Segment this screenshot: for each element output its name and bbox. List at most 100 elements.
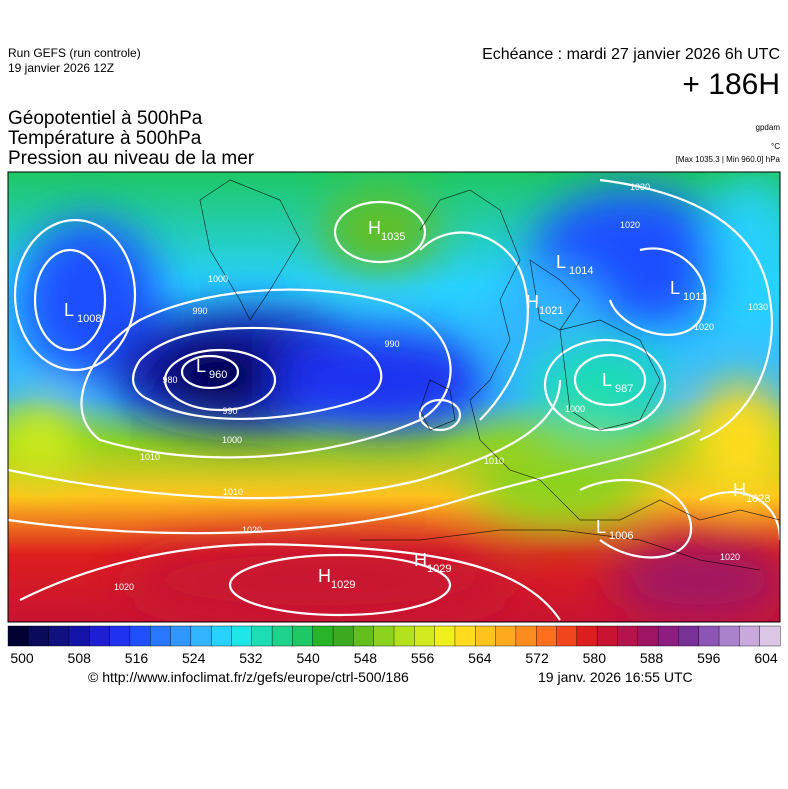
center-letter: H bbox=[526, 292, 539, 312]
isobar-label: 1020 bbox=[242, 525, 262, 535]
center-value: 1006 bbox=[609, 530, 633, 542]
isobar-label: 1020 bbox=[720, 552, 740, 562]
center-value: 1028 bbox=[746, 493, 770, 505]
run-date: 19 janvier 2026 12Z bbox=[8, 61, 115, 75]
colorbar-cell bbox=[434, 625, 456, 647]
colorbar-tick-label: 604 bbox=[754, 650, 778, 666]
center-value: 1035 bbox=[381, 231, 405, 243]
center-letter: L bbox=[556, 252, 566, 272]
center-letter: H bbox=[414, 550, 427, 570]
colorbar-cell bbox=[576, 625, 598, 647]
colorbar-cell bbox=[332, 625, 354, 647]
isobar-label: 1010 bbox=[484, 456, 504, 466]
center-letter: H bbox=[368, 218, 381, 238]
footer-url: © http://www.infoclimat.fr/z/gefs/europe… bbox=[88, 669, 409, 685]
center-letter: L bbox=[196, 356, 206, 376]
center-value: 1029 bbox=[427, 563, 451, 575]
map-field bbox=[8, 172, 780, 622]
isobar-label: 990 bbox=[222, 406, 237, 416]
unit-geo: gpdam bbox=[755, 123, 780, 132]
colorbar-cell bbox=[109, 625, 131, 647]
echeance: Echéance : mardi 27 janvier 2026 6h UTC bbox=[482, 46, 780, 63]
extremes: [Max 1035.3 | Min 960.0] hPa bbox=[675, 155, 780, 164]
colorbar-cell bbox=[718, 625, 740, 647]
colorbar-cell bbox=[28, 625, 50, 647]
colorbar-tick-label: 572 bbox=[525, 650, 549, 666]
colorbar-cell bbox=[271, 625, 293, 647]
center-value: 960 bbox=[209, 369, 227, 381]
colorbar-cell bbox=[596, 625, 618, 647]
center-value: 987 bbox=[615, 383, 633, 395]
center-value: 1029 bbox=[331, 579, 355, 591]
colorbar-cell bbox=[414, 625, 436, 647]
isobar-label: 1000 bbox=[222, 435, 242, 445]
colorbar-tick-label: 580 bbox=[583, 650, 607, 666]
isobar-label: 1030 bbox=[630, 182, 650, 192]
colorbar-cell bbox=[515, 625, 537, 647]
colorbar-cell bbox=[89, 625, 111, 647]
isobar-label: 1000 bbox=[565, 404, 585, 414]
colorbar-tick-label: 596 bbox=[697, 650, 721, 666]
colorbar-cell bbox=[698, 625, 720, 647]
colorbar-tick-label: 516 bbox=[125, 650, 149, 666]
colorbar-cell bbox=[393, 625, 415, 647]
isobar-label: 1000 bbox=[208, 274, 228, 284]
isobar-label: 1030 bbox=[748, 302, 768, 312]
center-letter: L bbox=[596, 517, 606, 537]
colorbar-tick-label: 524 bbox=[182, 650, 206, 666]
colorbar-cell bbox=[68, 625, 90, 647]
colorbar-cell bbox=[678, 625, 700, 647]
colorbar-cell bbox=[475, 625, 497, 647]
field-2: Température à 500hPa bbox=[8, 128, 202, 149]
colorbar-tick-label: 532 bbox=[239, 650, 263, 666]
center-value: 1008 bbox=[77, 313, 101, 325]
colorbar-tick-label: 556 bbox=[411, 650, 435, 666]
colorbar-cell bbox=[739, 625, 761, 647]
center-letter: L bbox=[670, 278, 680, 298]
isobar-label: 990 bbox=[192, 306, 207, 316]
colorbar-cell bbox=[536, 625, 558, 647]
colorbar-cell bbox=[617, 625, 639, 647]
colorbar-cell bbox=[48, 625, 70, 647]
colorbar-cell bbox=[495, 625, 517, 647]
center-value: 1014 bbox=[569, 265, 593, 277]
colorbar-cell bbox=[373, 625, 395, 647]
colorbar-tick-label: 564 bbox=[468, 650, 492, 666]
colorbar-cell bbox=[556, 625, 578, 647]
center-letter: L bbox=[64, 300, 74, 320]
colorbar-cell bbox=[759, 625, 781, 647]
colorbar-tick-label: 548 bbox=[354, 650, 378, 666]
center-letter: L bbox=[602, 370, 612, 390]
colorbar-cell bbox=[231, 625, 253, 647]
center-letter: H bbox=[318, 566, 331, 586]
colorbar-cell bbox=[353, 625, 375, 647]
center-value: 1011 bbox=[683, 291, 707, 303]
colorbar-cell bbox=[129, 625, 151, 647]
colorbar-tick-label: 508 bbox=[68, 650, 92, 666]
colorbar-tick-label: 588 bbox=[640, 650, 664, 666]
colorbar-cell bbox=[454, 625, 476, 647]
colorbar-cell bbox=[190, 625, 212, 647]
colorbar-cell bbox=[210, 625, 232, 647]
isobar-label: 980 bbox=[162, 375, 177, 385]
field-3: Pression au niveau de la mer bbox=[8, 148, 255, 169]
isobar-label: 1010 bbox=[140, 452, 160, 462]
lead-time: + 186H bbox=[682, 68, 780, 101]
colorbar-cell bbox=[312, 625, 334, 647]
colorbar-cell bbox=[657, 625, 679, 647]
center-value: 1021 bbox=[539, 305, 563, 317]
isobar-label: 1010 bbox=[223, 487, 243, 497]
colorbar-cell bbox=[251, 625, 273, 647]
footer-stamp: 19 janv. 2026 16:55 UTC bbox=[538, 669, 693, 685]
isobar-label: 1020 bbox=[620, 220, 640, 230]
colorbar-cell bbox=[170, 625, 192, 647]
colorbar-cell bbox=[292, 625, 314, 647]
colorbar-tick-label: 500 bbox=[10, 650, 34, 666]
colorbar-tick-label: 540 bbox=[296, 650, 320, 666]
center-letter: H bbox=[733, 480, 746, 500]
isobar-label: 990 bbox=[384, 339, 399, 349]
colorbar-cell bbox=[637, 625, 659, 647]
run-label: Run GEFS (run controle) bbox=[8, 46, 141, 60]
